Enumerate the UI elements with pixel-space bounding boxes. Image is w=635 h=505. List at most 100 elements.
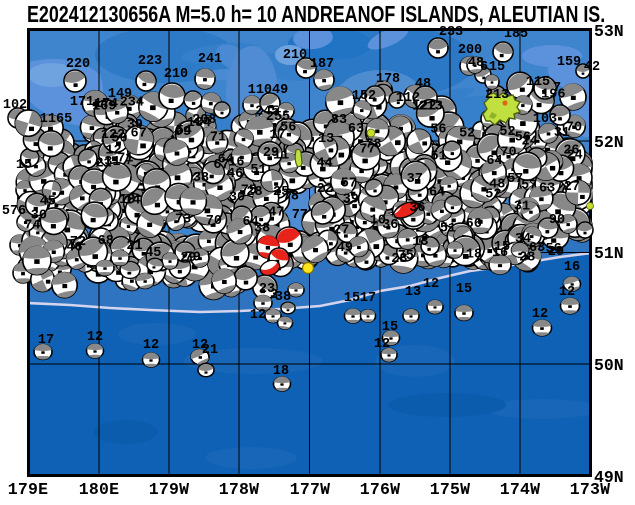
svg-text:42: 42	[584, 60, 600, 75]
svg-text:77: 77	[292, 208, 308, 223]
svg-text:24: 24	[521, 135, 537, 150]
svg-text:66: 66	[466, 217, 482, 232]
svg-text:75: 75	[241, 184, 257, 199]
svg-text:241: 241	[198, 52, 222, 67]
svg-text:12: 12	[250, 308, 266, 323]
svg-text:11: 11	[273, 149, 289, 164]
svg-text:17: 17	[269, 128, 285, 143]
svg-text:74: 74	[24, 218, 40, 233]
svg-text:49: 49	[337, 241, 353, 256]
svg-text:13: 13	[412, 235, 428, 250]
svg-text:169: 169	[92, 99, 116, 114]
svg-text:51: 51	[250, 163, 266, 178]
svg-text:64: 64	[429, 186, 445, 201]
svg-text:159: 159	[557, 55, 581, 70]
svg-text:14: 14	[124, 194, 140, 209]
svg-text:64: 64	[486, 154, 502, 169]
svg-text:44: 44	[317, 157, 333, 172]
svg-text:27: 27	[564, 180, 580, 195]
svg-text:13: 13	[318, 132, 334, 147]
svg-text:210: 210	[283, 48, 307, 63]
svg-text:46: 46	[66, 241, 82, 256]
svg-text:21: 21	[202, 343, 218, 358]
svg-text:1165: 1165	[40, 112, 72, 127]
svg-text:234: 234	[120, 96, 144, 111]
svg-text:3: 3	[270, 288, 278, 303]
svg-text:180E: 180E	[79, 480, 119, 499]
svg-text:17: 17	[38, 333, 54, 348]
svg-text:15: 15	[16, 158, 32, 173]
svg-text:31: 31	[104, 155, 120, 170]
svg-text:102: 102	[3, 98, 27, 113]
svg-text:12: 12	[532, 307, 548, 322]
svg-text:13: 13	[405, 285, 421, 300]
svg-text:15: 15	[456, 282, 472, 297]
svg-text:50: 50	[111, 131, 127, 146]
svg-text:12: 12	[143, 338, 159, 353]
svg-text:50N: 50N	[594, 356, 624, 375]
svg-text:48: 48	[489, 177, 505, 192]
svg-text:90: 90	[549, 213, 565, 228]
svg-text:213: 213	[485, 88, 509, 103]
svg-text:75: 75	[398, 249, 414, 264]
svg-text:174W: 174W	[500, 480, 540, 499]
svg-text:12: 12	[559, 285, 575, 300]
svg-text:16: 16	[564, 260, 580, 275]
svg-text:54: 54	[176, 124, 192, 139]
svg-text:28: 28	[519, 251, 535, 266]
svg-text:78: 78	[283, 189, 299, 204]
svg-text:187: 187	[310, 57, 334, 72]
svg-text:70: 70	[500, 145, 516, 160]
svg-text:E202412130656A M=5.0 h= 10 AN: E202412130656A M=5.0 h= 10 ANDREANOF ISL…	[27, 2, 605, 28]
svg-text:18: 18	[466, 247, 482, 262]
svg-text:12: 12	[423, 277, 439, 292]
svg-text:29: 29	[180, 251, 196, 266]
svg-text:63: 63	[539, 181, 555, 196]
svg-text:56: 56	[545, 242, 561, 257]
svg-text:70: 70	[206, 214, 222, 229]
svg-text:18: 18	[273, 364, 289, 379]
svg-text:67: 67	[213, 158, 229, 173]
svg-text:77: 77	[359, 142, 375, 157]
svg-text:196: 196	[541, 87, 565, 102]
svg-text:11049: 11049	[248, 83, 289, 98]
svg-text:52: 52	[499, 125, 515, 140]
svg-text:68: 68	[98, 234, 114, 249]
svg-text:21: 21	[126, 239, 142, 254]
svg-text:39: 39	[343, 192, 359, 207]
svg-text:27: 27	[333, 223, 349, 238]
svg-text:37: 37	[407, 172, 423, 187]
svg-text:38: 38	[193, 171, 209, 186]
svg-text:15: 15	[489, 60, 505, 75]
svg-text:24: 24	[566, 148, 582, 163]
svg-text:179E: 179E	[8, 480, 48, 499]
svg-text:36: 36	[382, 218, 398, 233]
svg-text:67: 67	[131, 127, 147, 142]
svg-text:171: 171	[70, 95, 94, 110]
svg-text:179W: 179W	[149, 480, 189, 499]
svg-text:63: 63	[348, 122, 364, 137]
svg-text:22: 22	[317, 182, 333, 197]
svg-text:173W: 173W	[570, 480, 610, 499]
svg-text:73: 73	[175, 213, 191, 228]
svg-text:178: 178	[376, 72, 400, 87]
svg-text:12: 12	[374, 337, 390, 352]
svg-text:176W: 176W	[360, 480, 400, 499]
svg-text:47: 47	[268, 205, 284, 220]
svg-text:576: 576	[2, 204, 26, 219]
svg-text:83: 83	[331, 113, 347, 128]
svg-text:223: 223	[138, 54, 162, 69]
svg-text:175W: 175W	[430, 480, 470, 499]
svg-text:45: 45	[40, 195, 56, 210]
svg-text:178W: 178W	[219, 480, 259, 499]
svg-text:45: 45	[145, 246, 161, 261]
svg-text:52N: 52N	[594, 133, 624, 152]
svg-text:51: 51	[430, 150, 446, 165]
svg-text:51: 51	[440, 222, 456, 237]
svg-text:245: 245	[255, 104, 279, 119]
svg-text:57: 57	[521, 178, 537, 193]
svg-text:71: 71	[210, 131, 226, 146]
svg-text:220: 220	[66, 57, 90, 72]
svg-text:177W: 177W	[290, 480, 330, 499]
svg-text:12: 12	[87, 330, 103, 345]
